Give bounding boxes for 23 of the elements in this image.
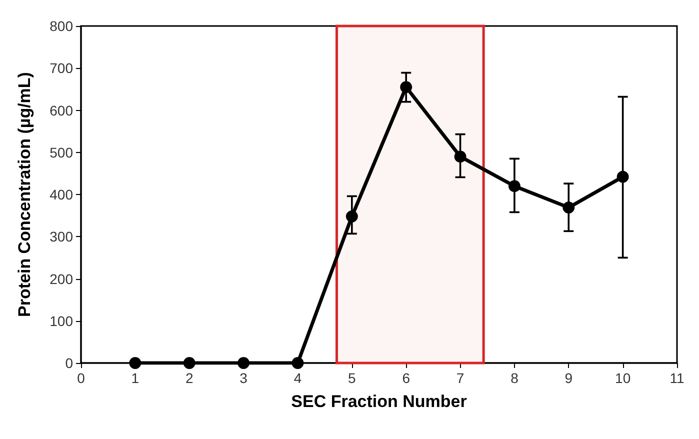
y-tick-label: 0	[65, 355, 74, 371]
x-tick-label: 8	[510, 370, 519, 386]
y-tick-label: 400	[50, 186, 74, 202]
x-tick-label: 6	[402, 370, 410, 386]
y-tick-label: 100	[50, 312, 74, 329]
y-tick-label: 600	[50, 102, 74, 118]
x-tick-label: 10	[615, 370, 631, 386]
x-tick-label: 7	[456, 370, 464, 386]
x-tick-label: 2	[185, 370, 194, 386]
x-tick-label: 0	[77, 370, 86, 386]
x-tick-label: 11	[670, 370, 684, 386]
y-tick-label: 800	[50, 18, 74, 34]
y-tick-label: 300	[50, 228, 74, 245]
y-axis-title: Protein Concentration (µg/mL)	[15, 72, 34, 317]
y-tick-label: 500	[50, 144, 74, 160]
x-tick-label: 1	[131, 370, 140, 386]
x-tick-label: 4	[294, 370, 302, 386]
x-tick-label: 3	[240, 370, 248, 386]
x-tick-label: 9	[564, 370, 573, 386]
y-tick-label: 700	[50, 60, 74, 76]
x-axis-title: SEC Fraction Number	[291, 392, 468, 411]
x-tick-label: 5	[348, 370, 356, 386]
y-tick-label: 200	[50, 270, 74, 287]
